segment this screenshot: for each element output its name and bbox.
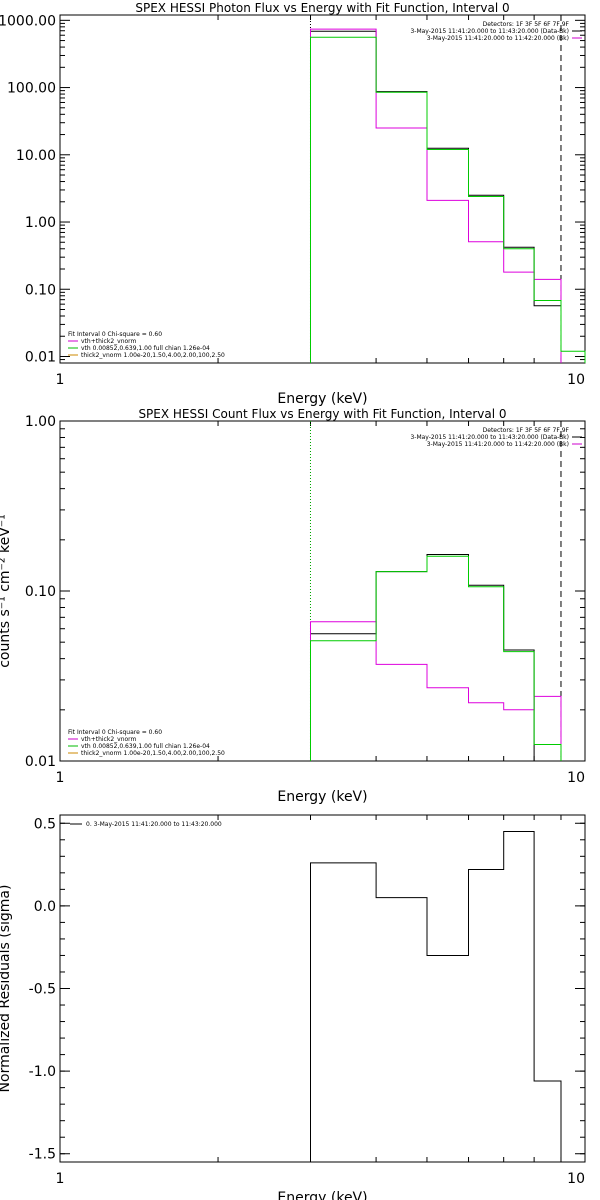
photon-flux-series-0-step-line bbox=[310, 30, 562, 363]
residuals-xlabel: Energy (keV) bbox=[277, 1190, 367, 1200]
count-flux-xtick-label: 10 bbox=[567, 770, 585, 786]
count-flux-series-2-step-line bbox=[310, 555, 562, 761]
count-flux-ytick-label: 0.01 bbox=[25, 754, 56, 770]
count-flux-ytick-label: 0.10 bbox=[25, 584, 56, 600]
residuals-xtick-label: 10 bbox=[567, 1171, 585, 1187]
residuals-series-0-step-line bbox=[310, 831, 562, 1162]
photon-flux-xlabel: Energy (keV) bbox=[277, 391, 367, 407]
residuals-ytick-label: -0.5 bbox=[29, 982, 56, 998]
count-flux-legend-text: 3-May-2015 11:41:20.000 to 11:43:20.000 … bbox=[410, 434, 569, 441]
residuals-ytick-label: -1.0 bbox=[29, 1064, 56, 1080]
photon-flux-legend-text: Detectors: 1F 3F 5F 6F 7F 9F bbox=[483, 21, 570, 28]
count-flux-xtick-label: 1 bbox=[56, 770, 65, 786]
photon-flux-series-1-step-line bbox=[310, 28, 562, 363]
count-flux-fit-legend-text: vth 0.00852,0.639,1.00 full chian 1.26e-… bbox=[81, 743, 210, 750]
photon-flux-xtick-label: 1 bbox=[56, 372, 65, 388]
photon-flux-fit-legend-text: thick2_vnorm 1.00e-20,1.50,4.00,2.00,100… bbox=[81, 352, 225, 359]
photon-flux-ytick-label: 1.00 bbox=[25, 215, 56, 231]
count-flux-legend-text: 3-May-2015 11:41:20.000 to 11:42:20.000 … bbox=[427, 441, 569, 448]
residuals-ytick-label: 0.5 bbox=[34, 816, 56, 832]
count-flux-title: SPEX HESSI Count Flux vs Energy with Fit… bbox=[138, 407, 506, 421]
count-flux-series-1-step-line bbox=[310, 621, 562, 761]
count-flux-ytick-label: 1.00 bbox=[25, 414, 56, 430]
photon-flux-legend-text: 3-May-2015 11:41:20.000 to 11:42:20.000 … bbox=[427, 35, 569, 42]
count-flux-fit-legend-text: vth+thick2_vnorm bbox=[81, 736, 137, 743]
photon-flux-ytick-label: 0.01 bbox=[25, 349, 56, 365]
count-flux-series-0-step-line bbox=[310, 554, 561, 762]
photon-flux-legend-text: 3-May-2015 11:41:20.000 to 11:43:20.000 … bbox=[410, 28, 569, 35]
residuals-ytick-label: 0.0 bbox=[34, 899, 56, 915]
photon-flux-fit-legend-text: vth 0.00852,0.639,1.00 full chian 1.26e-… bbox=[81, 345, 210, 352]
photon-flux-title: SPEX HESSI Photon Flux vs Energy with Fi… bbox=[135, 1, 509, 15]
residuals-ylabel: Normalized Residuals (sigma) bbox=[0, 885, 13, 1093]
photon-flux-xtick-label: 10 bbox=[567, 372, 585, 388]
count-flux-ylabel: counts s⁻¹ cm⁻² keV⁻¹ bbox=[0, 514, 13, 668]
residuals-legend-text: 0. 3-May-2015 11:41:20.000 to 11:43:20.0… bbox=[86, 821, 222, 828]
photon-flux-fit-legend-text: Fit Interval 0 Chi-square = 0.60 bbox=[68, 331, 162, 338]
photon-flux-series-2-step-line bbox=[310, 36, 586, 363]
count-flux-fit-legend-text: thick2_vnorm 1.00e-20,1.50,4.00,2.00,100… bbox=[81, 750, 225, 757]
residuals-ytick-label: -1.5 bbox=[29, 1147, 56, 1163]
residuals-xtick-label: 1 bbox=[56, 1171, 65, 1187]
photon-flux-ytick-label: 10.00 bbox=[16, 148, 56, 164]
photon-flux-ytick-label: 0.10 bbox=[25, 282, 56, 298]
photon-flux-fit-legend-text: vth+thick2_vnorm bbox=[81, 338, 137, 345]
photon-flux-ytick-label: 100.00 bbox=[7, 81, 56, 97]
count-flux-xlabel: Energy (keV) bbox=[277, 789, 367, 805]
photon-flux-ytick-label: 1000.00 bbox=[0, 13, 56, 29]
residuals-plot-frame bbox=[59, 814, 586, 1163]
photon-flux-plot-frame bbox=[59, 14, 586, 364]
count-flux-legend-text: Detectors: 1F 3F 5F 6F 7F 9F bbox=[483, 427, 570, 434]
count-flux-fit-legend-text: Fit Interval 0 Chi-square = 0.60 bbox=[68, 729, 162, 736]
